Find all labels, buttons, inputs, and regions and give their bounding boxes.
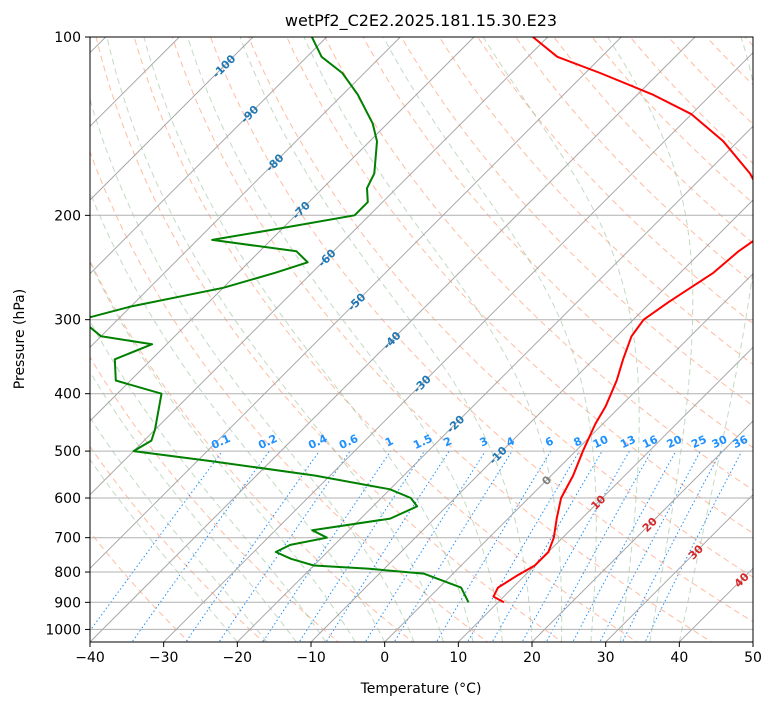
x-tick-label: −30 [149, 650, 179, 666]
mixing-ratio-lines [90, 450, 743, 642]
moist-adiabat [90, 416, 268, 642]
isotherm-line [236, 125, 753, 642]
dry-adiabat [770, 24, 775, 645]
mixing-ratio-label: 36 [731, 433, 751, 451]
isotherm-line [90, 37, 622, 570]
temperature-line [492, 37, 753, 604]
moist-adiabat [187, 37, 503, 642]
mixing-ratio-label: 10 [591, 433, 611, 451]
mixing-ratio-label: 16 [640, 433, 660, 451]
y-axis-label: Pressure (hPa) [12, 289, 28, 389]
y-tick-label: 400 [54, 387, 81, 403]
isotherm-line [163, 51, 753, 642]
isotherm-line [605, 493, 753, 642]
dry-adiabat [90, 150, 489, 642]
isotherm-line [457, 346, 753, 642]
mixing-ratio-line [218, 450, 351, 642]
moist-adiabat [90, 320, 327, 642]
x-tick-label: 0 [380, 650, 389, 666]
y-tick-label: 700 [54, 531, 81, 547]
moist-adiabat [678, 37, 753, 642]
mixing-ratio-line [131, 450, 270, 642]
x-tick-label: −20 [223, 650, 253, 666]
isotherm-line [310, 199, 753, 642]
mixing-ratio-line [185, 450, 320, 642]
x-tick-label: 30 [597, 650, 615, 666]
mixing-ratio-line [262, 450, 392, 642]
y-tick-label: 100 [54, 30, 81, 46]
moist-adiabat [143, 37, 474, 642]
mixing-ratio-label: 13 [618, 433, 637, 451]
mixing-ratio-label: 25 [689, 433, 708, 451]
moist-adiabat [482, 37, 640, 642]
mixing-ratio-label: 20 [665, 433, 685, 451]
isotherm-line [752, 641, 753, 642]
moist-adiabat [90, 370, 297, 642]
mixing-ratio-label: 30 [710, 433, 730, 451]
sounding-series [90, 37, 753, 604]
isotherm-line [531, 420, 753, 642]
isotherm-line [90, 37, 254, 201]
plot-area [90, 37, 753, 642]
axis-ticks: −40 −30 −20 −10 0 10 20 30 40 50 100 200 300 400 500 60… [45, 30, 762, 666]
y-tick-label: 600 [54, 491, 81, 507]
isotherms [90, 37, 753, 642]
mixing-ratio-line [298, 450, 425, 642]
moist-adiabat [90, 190, 386, 642]
y-tick-label: 300 [54, 313, 81, 329]
moist-adiabat [90, 458, 238, 642]
x-tick-label: −10 [296, 650, 326, 666]
mixing-ratio-line [599, 450, 701, 642]
y-tick-label: 500 [54, 444, 81, 460]
chart-title: wetPf2_C2E2.2025.181.15.30.E23 [285, 11, 557, 31]
mixing-ratio-line [90, 450, 223, 632]
y-tick-label: 200 [54, 208, 81, 224]
mixing-ratio-line [393, 450, 513, 642]
y-tick-label: 1000 [45, 622, 81, 638]
dry-adiabat [90, 259, 414, 642]
x-tick-label: −40 [75, 650, 105, 666]
isotherm-line [90, 37, 696, 642]
isotherm-line [90, 37, 549, 496]
x-tick-label: 40 [670, 650, 688, 666]
x-tick-label: 10 [449, 650, 467, 666]
mixing-ratio-line [621, 450, 722, 642]
moist-adiabat [607, 37, 694, 642]
moist-adiabat [382, 37, 597, 642]
moist-adiabat [303, 37, 563, 642]
x-axis-label: Temperature (°C) [360, 681, 482, 697]
moist-adiabat [90, 261, 356, 642]
x-tick-label: 50 [744, 650, 762, 666]
dewpoint-line [90, 37, 470, 603]
y-tick-label: 900 [54, 595, 81, 611]
isotherm-line [384, 272, 753, 642]
moist-adiabat [239, 37, 533, 642]
moist-adiabats [90, 37, 753, 642]
moist-adiabat [106, 37, 445, 642]
mixing-ratio-line [325, 450, 450, 642]
x-tick-label: 20 [523, 650, 541, 666]
isotherm-line [90, 37, 328, 275]
plot-frame [89, 36, 754, 643]
isotherm-line [90, 37, 475, 422]
mixing-ratio-line [572, 450, 677, 642]
y-tick-label: 800 [54, 565, 81, 581]
mixing-ratio-line [466, 450, 580, 642]
isotherm-line [90, 37, 401, 349]
